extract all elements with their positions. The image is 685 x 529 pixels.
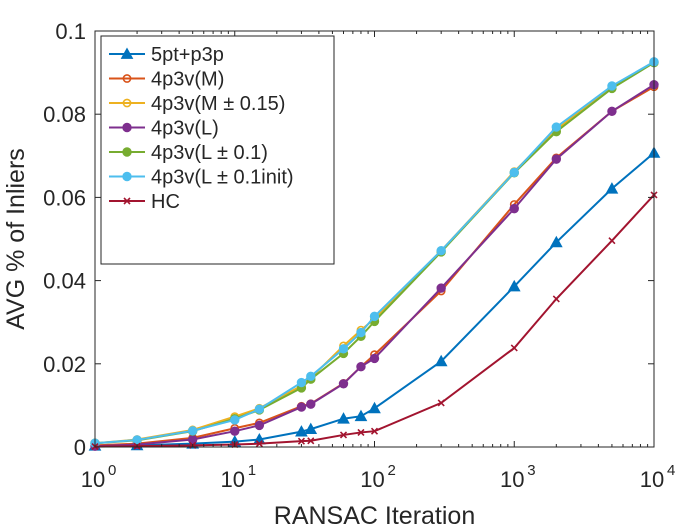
legend-item: 4p3v(M) (109, 69, 224, 91)
legend-item: 5pt+p3p (109, 44, 224, 66)
data-point (356, 362, 366, 372)
legend-item: 4p3v(M ± 0.15) (109, 93, 285, 115)
data-point (338, 344, 349, 354)
data-point (357, 428, 365, 437)
data-point (369, 353, 380, 364)
legend-marker (120, 47, 134, 59)
legend-label: 4p3v(M) (151, 69, 224, 91)
data-point (295, 425, 308, 437)
x-tick-label: 10 (500, 467, 524, 492)
data-point (552, 295, 560, 303)
legend-item: HC (109, 191, 180, 213)
legend-label: HC (151, 191, 180, 213)
data-point (230, 415, 240, 425)
legend-label: 4p3v(L) (151, 118, 219, 140)
data-point (607, 106, 617, 116)
data-point (254, 420, 265, 431)
data-point (510, 344, 518, 352)
x-tick-exponent: 0 (108, 462, 116, 479)
x-tick-exponent: 2 (388, 462, 396, 479)
data-point (356, 327, 366, 338)
legend-marker (122, 98, 132, 108)
data-point (230, 426, 240, 436)
data-point (607, 81, 617, 91)
data-point (434, 354, 448, 367)
x-tick-exponent: 4 (667, 462, 675, 479)
x-tick-exponent: 3 (527, 462, 535, 479)
x-axis-label: RANSAC Iteration (274, 502, 475, 529)
legend-item: 4p3v(L) (109, 118, 219, 140)
data-point (306, 371, 316, 381)
x-tick-exponent: 1 (248, 462, 256, 479)
data-point (437, 399, 445, 407)
data-point (297, 437, 305, 445)
data-point (551, 122, 562, 132)
x-tick-label: 10 (221, 467, 245, 492)
data-point (507, 279, 521, 292)
data-point (337, 412, 350, 424)
data-point (509, 167, 519, 178)
data-point (254, 404, 265, 414)
legend-label: 4p3v(L ± 0.1) (151, 142, 268, 164)
legend-box (100, 35, 335, 265)
data-point (608, 237, 616, 245)
legend-marker (123, 197, 131, 205)
legend-label: 5pt+p3p (151, 44, 224, 66)
data-point (307, 437, 315, 445)
data-point (304, 422, 318, 435)
data-point (549, 235, 563, 248)
y-tick-label: 0.1 (55, 19, 86, 44)
legend-marker (122, 147, 132, 157)
series-5 (90, 57, 659, 448)
legend-marker (122, 171, 132, 182)
data-point (354, 409, 368, 422)
legend-item: 4p3v(L ± 0.1init) (109, 167, 294, 189)
legend-marker (122, 122, 132, 133)
ticks-layer: 00.020.040.060.080.110 0 10 1 10 2 10 3 10 4 (43, 19, 675, 492)
x-tick-label: 10 (81, 467, 105, 492)
data-point (605, 182, 619, 194)
data-point (306, 399, 316, 409)
y-tick-label: 0.08 (43, 102, 86, 127)
data-point (187, 426, 198, 436)
x-tick-label: 10 (360, 467, 384, 492)
y-tick-label: 0.04 (43, 269, 86, 294)
y-tick-label: 0.02 (43, 352, 86, 377)
legend-item: 4p3v(L ± 0.1) (109, 142, 268, 164)
y-axis-label: AVG % of Inliers (2, 148, 30, 330)
data-point (436, 245, 446, 256)
data-point (509, 203, 519, 214)
data-point (255, 440, 263, 448)
legend-label: 4p3v(M ± 0.15) (151, 93, 285, 115)
legend-label: 4p3v(L ± 0.1init) (151, 167, 294, 189)
data-point (296, 402, 307, 412)
y-tick-label: 0 (74, 435, 86, 460)
data-point (369, 311, 380, 322)
data-point (296, 377, 307, 388)
x-tick-label: 10 (640, 467, 664, 492)
data-point (338, 379, 349, 389)
y-tick-label: 0.06 (43, 185, 86, 210)
data-point (551, 154, 562, 164)
data-point (436, 283, 446, 293)
data-point (339, 431, 348, 439)
data-point (368, 401, 381, 414)
data-point (370, 427, 379, 435)
legend-marker (122, 74, 132, 83)
data-point (132, 435, 142, 445)
series-layer (88, 57, 661, 451)
